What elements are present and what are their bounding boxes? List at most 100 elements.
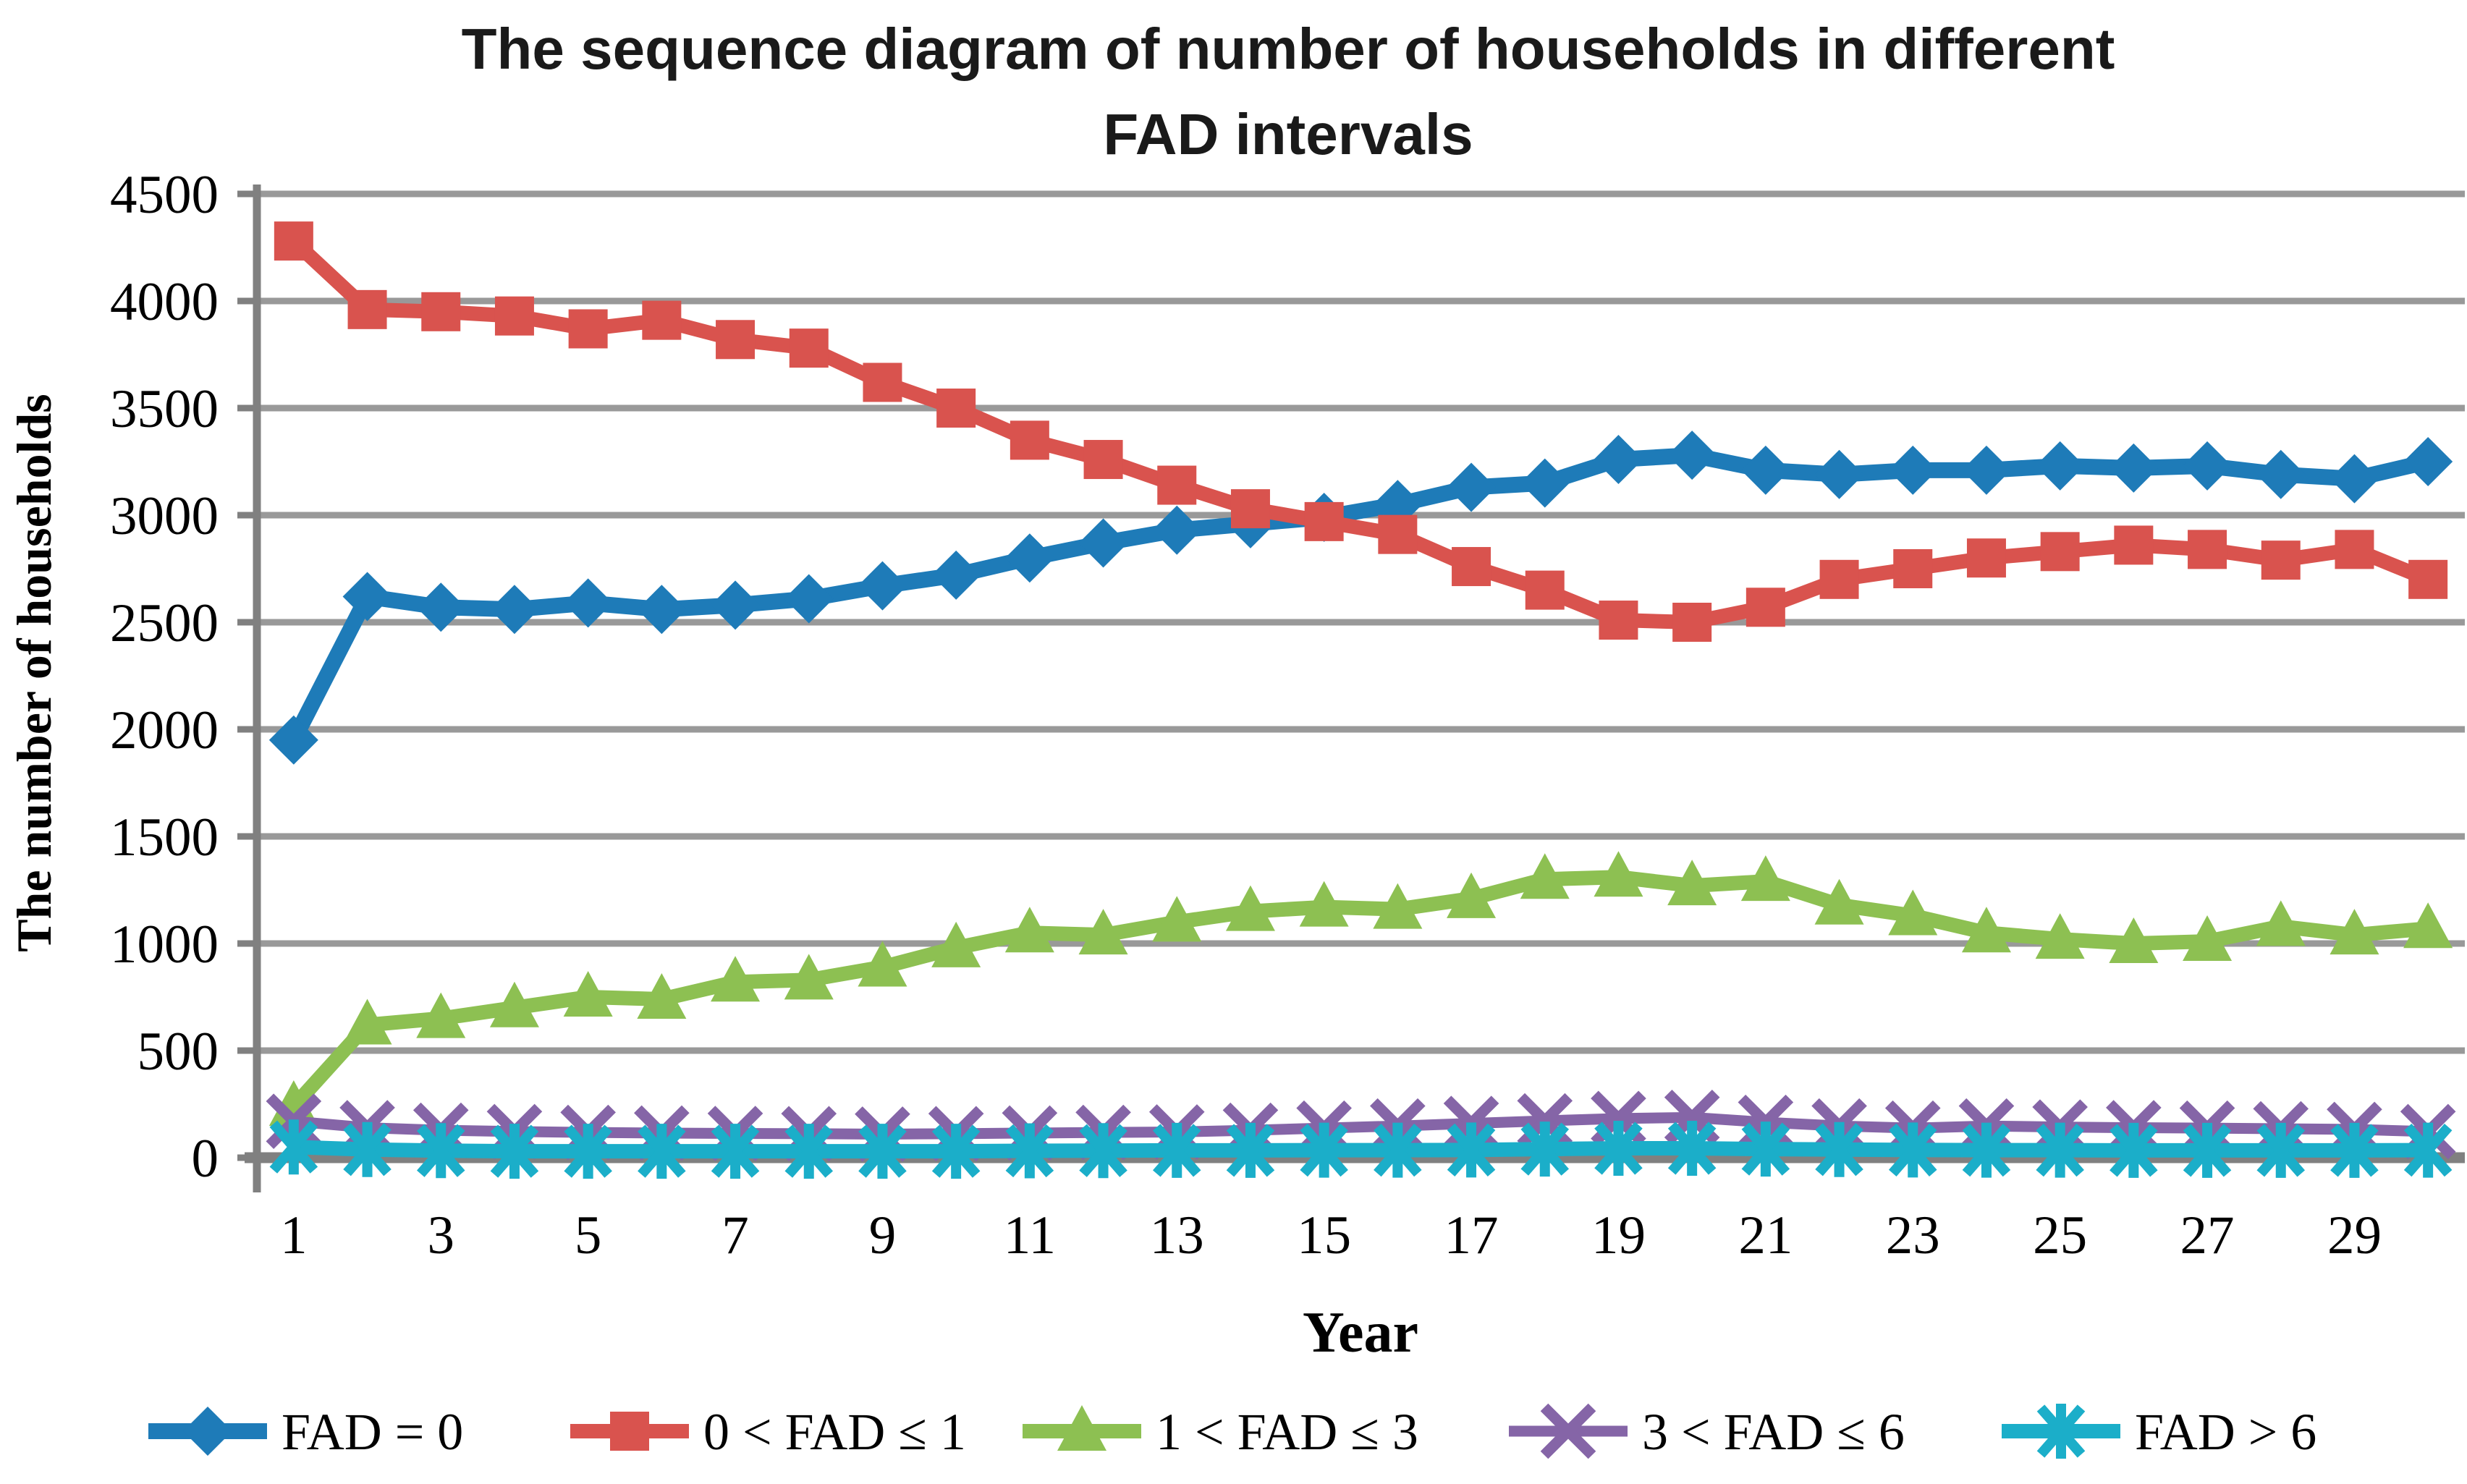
legend-item-fad-0-1: 0 < FAD ≤ 1: [570, 1403, 966, 1461]
data-point-marker: [2040, 532, 2080, 572]
data-point-marker: [2183, 1122, 2232, 1178]
data-point-marker: [2408, 559, 2448, 599]
data-point-marker: [268, 715, 318, 765]
data-point-marker: [1520, 1122, 1570, 1177]
data-point-marker: [421, 292, 461, 331]
data-point-marker: [1672, 603, 1712, 642]
legend-item-label: FAD = 0: [282, 1403, 463, 1461]
data-point-marker: [1520, 853, 1570, 899]
data-point-marker: [2188, 530, 2227, 569]
y-axis-tick-label: 4000: [110, 272, 219, 332]
x-axis-tick-label: 23: [1886, 1205, 1940, 1265]
data-point-marker: [1819, 559, 1859, 599]
data-point-marker: [789, 328, 829, 368]
data-point-marker: [2183, 441, 2233, 491]
series-fad-0: [268, 431, 2453, 765]
y-axis-tick-label: 3500: [110, 379, 219, 439]
y-axis-tick-label: 2500: [110, 593, 219, 653]
data-point-marker: [1225, 885, 1275, 931]
data-point-marker: [637, 585, 687, 635]
data-point-marker: [1374, 1122, 1422, 1178]
x-axis-tick-label: 13: [1150, 1205, 1204, 1265]
data-point-marker: [1966, 538, 2006, 578]
data-point-marker: [2330, 454, 2379, 504]
data-point-marker: [931, 921, 981, 967]
data-point-marker: [2114, 525, 2154, 565]
data-point-marker: [1304, 501, 1344, 541]
data-point-marker: [711, 956, 761, 1002]
legend: FAD = 0 0 < FAD ≤ 1 1 < FAD ≤ 3 3 < FAD ≤ 6…: [148, 1403, 2316, 1461]
data-point-marker: [1520, 458, 1570, 508]
data-point-marker: [1962, 1122, 2011, 1178]
data-point-marker: [342, 998, 392, 1045]
data-point-marker: [1815, 1122, 1863, 1177]
legend-item-fad-1-3: 1 < FAD ≤ 3: [1023, 1403, 1418, 1461]
legend-item-fad-0: FAD = 0: [148, 1403, 463, 1461]
data-point-marker: [2109, 917, 2159, 963]
data-point-marker: [2330, 909, 2379, 955]
series-fad-0-1: [274, 221, 2448, 642]
data-point-marker: [1005, 1123, 1054, 1179]
data-point-marker: [1888, 445, 1938, 495]
x-axis-tick-label: 5: [575, 1205, 602, 1265]
data-point-marker: [2330, 1122, 2379, 1178]
data-point-marker: [1300, 1122, 1348, 1178]
x-axis-tick-label: 9: [869, 1205, 897, 1265]
data-point-marker: [2335, 530, 2374, 569]
data-point-marker: [1888, 889, 1938, 936]
data-point-marker: [784, 954, 834, 1000]
legend-item-label: 3 < FAD ≤ 6: [1642, 1403, 1905, 1461]
data-point-marker: [1452, 547, 1491, 587]
data-point-marker: [711, 1124, 760, 1179]
series-fad-1-3: [268, 851, 2453, 1126]
series-container: [266, 221, 2456, 1179]
data-point-marker: [2036, 1122, 2084, 1178]
legend-item-label: FAD > 6: [2135, 1403, 2316, 1461]
data-point-marker: [1667, 431, 1717, 480]
y-axis-tick-label: 1000: [110, 915, 219, 975]
data-point-marker: [1745, 588, 1785, 627]
y-axis-tick-label: 1500: [110, 807, 219, 868]
data-point-marker: [1893, 549, 1933, 588]
data-point-marker: [1540, 1403, 1596, 1459]
data-point-marker: [858, 1124, 907, 1179]
data-point-marker: [1740, 855, 1790, 902]
x-axis-tick-label: 25: [2033, 1205, 2087, 1265]
data-point-marker: [1010, 420, 1049, 460]
data-point-marker: [2256, 1122, 2306, 1178]
data-point-marker: [2109, 443, 2159, 493]
data-point-marker: [489, 585, 539, 635]
data-point-marker: [1373, 883, 1423, 929]
series-line: [293, 1111, 2429, 1140]
chart-title-line1: The sequence diagram of number of househ…: [462, 17, 2115, 81]
data-point-marker: [489, 981, 539, 1027]
data-point-marker: [1152, 896, 1202, 942]
data-point-marker: [2256, 449, 2306, 499]
data-point-marker: [2403, 1122, 2453, 1178]
data-point-marker: [2035, 913, 2085, 959]
data-point-marker: [1594, 435, 1643, 485]
series-line: [287, 447, 2430, 744]
data-point-marker: [2035, 441, 2085, 491]
data-point-marker: [1740, 445, 1790, 495]
data-point-marker: [274, 221, 313, 261]
data-point-marker: [568, 309, 608, 349]
data-point-marker: [1083, 440, 1123, 480]
data-point-marker: [642, 300, 682, 340]
data-point-marker: [637, 972, 687, 1019]
data-point-marker: [2256, 900, 2306, 946]
data-point-marker: [1078, 909, 1128, 955]
x-axis-tick-label: 1: [280, 1205, 308, 1265]
x-axis-tick-label: 15: [1297, 1205, 1351, 1265]
data-point-marker: [1667, 1120, 1717, 1176]
data-point-marker: [1299, 881, 1349, 927]
data-point-marker: [1814, 449, 1864, 499]
data-point-marker: [638, 1124, 686, 1179]
data-point-marker: [1525, 570, 1565, 610]
legend-item-fad-6plus: FAD > 6: [2002, 1403, 2316, 1461]
data-point-marker: [858, 561, 907, 611]
legend-item-label: 0 < FAD ≤ 1: [703, 1403, 966, 1461]
data-point-marker: [1004, 533, 1054, 583]
